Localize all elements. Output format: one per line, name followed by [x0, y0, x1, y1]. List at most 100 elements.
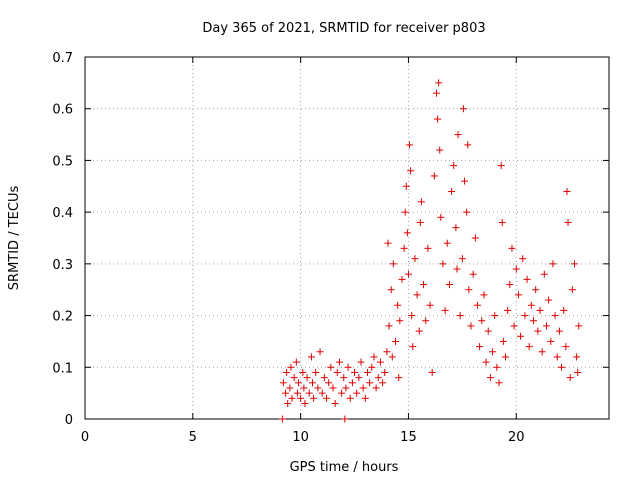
data-point: [403, 229, 411, 237]
grid: [85, 57, 609, 419]
data-point: [532, 286, 540, 294]
data-point: [534, 327, 542, 335]
data-point: [297, 394, 305, 402]
data-point: [342, 384, 350, 392]
data-point: [512, 265, 520, 273]
data-point: [574, 368, 582, 376]
data-point: [521, 312, 529, 320]
data-point: [394, 301, 402, 309]
data-point: [514, 291, 522, 299]
data-point: [329, 384, 337, 392]
data-point: [540, 270, 548, 278]
x-tick-label: 10: [292, 430, 309, 445]
data-point: [346, 394, 354, 402]
data-point: [435, 79, 443, 87]
data-point: [465, 286, 473, 294]
data-point: [374, 374, 382, 382]
data-point: [504, 306, 512, 314]
data-point: [467, 322, 475, 330]
data-point: [575, 322, 583, 330]
data-point: [562, 343, 570, 351]
data-point: [495, 379, 503, 387]
data-point: [536, 306, 544, 314]
data-point: [402, 182, 410, 190]
data-point: [420, 281, 428, 289]
data-point: [376, 358, 384, 366]
data-point: [411, 255, 419, 263]
data-point: [489, 348, 497, 356]
data-point: [366, 379, 374, 387]
data-point: [491, 312, 499, 320]
data-point: [563, 187, 571, 195]
data-point: [434, 115, 442, 123]
data-point: [439, 260, 447, 268]
data-point: [392, 337, 400, 345]
y-tick-label: 0.2: [52, 310, 73, 325]
data-point: [486, 374, 494, 382]
data-point: [566, 374, 574, 382]
x-tick-label: 0: [81, 430, 89, 445]
data-point: [517, 332, 525, 340]
y-tick-label: 0: [65, 413, 73, 428]
data-point: [388, 353, 396, 361]
data-point: [299, 368, 307, 376]
data-point: [417, 198, 425, 206]
y-tick-label: 0.6: [52, 103, 73, 118]
data-point: [401, 208, 409, 216]
data-point: [478, 317, 486, 325]
data-point: [463, 208, 471, 216]
data-point: [278, 415, 286, 423]
data-point: [286, 384, 294, 392]
data-point: [284, 399, 292, 407]
data-point: [314, 384, 322, 392]
data-point: [312, 368, 320, 376]
data-point: [333, 368, 341, 376]
data-point: [560, 306, 568, 314]
data-point: [340, 374, 348, 382]
data-point: [553, 353, 561, 361]
data-point: [416, 218, 424, 226]
data-point: [422, 317, 430, 325]
data-point: [396, 317, 404, 325]
data-point: [456, 312, 464, 320]
data-point: [459, 105, 467, 113]
data-point: [469, 270, 477, 278]
data-point: [300, 384, 308, 392]
data-point: [452, 224, 460, 232]
data-point: [506, 281, 514, 289]
data-point: [287, 363, 295, 371]
data-point: [292, 358, 300, 366]
data-point: [323, 394, 331, 402]
data-point: [288, 394, 296, 402]
data-point: [387, 286, 395, 294]
data-point: [564, 218, 572, 226]
data-point: [426, 301, 434, 309]
data-point: [283, 368, 291, 376]
chart-title: Day 365 of 2021, SRMTID for receiver p80…: [202, 21, 485, 36]
data-point: [493, 363, 501, 371]
data-point: [573, 353, 581, 361]
plot-frame: [84, 56, 610, 420]
data-point: [357, 358, 365, 366]
data-point: [413, 291, 421, 299]
data-point: [325, 379, 333, 387]
x-axis-label: GPS time / hours: [290, 460, 399, 475]
data-point: [320, 374, 328, 382]
y-tick-label: 0.1: [52, 361, 73, 376]
data-point: [453, 265, 461, 273]
data-point: [538, 348, 546, 356]
y-axis-label: SRMTID / TECUs: [7, 186, 22, 291]
data-point: [395, 374, 403, 382]
data-point: [461, 177, 469, 185]
x-tick-label: 20: [508, 430, 525, 445]
data-point: [348, 379, 356, 387]
data-point: [549, 260, 557, 268]
data-point: [436, 146, 444, 154]
data-point: [338, 389, 346, 397]
data-point: [497, 162, 505, 170]
data-point: [555, 327, 563, 335]
data-point: [372, 384, 380, 392]
data-point: [448, 187, 456, 195]
data-point: [464, 141, 472, 149]
data-point: [408, 312, 416, 320]
